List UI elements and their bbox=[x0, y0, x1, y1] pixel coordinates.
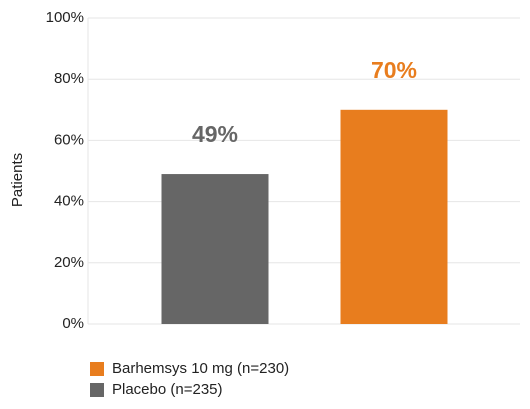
y-tick-label: 40% bbox=[54, 193, 84, 210]
legend-swatch bbox=[90, 383, 104, 397]
legend-label: Placebo (n=235) bbox=[112, 381, 223, 398]
value-label: 70% bbox=[371, 57, 417, 83]
y-tick-label: 60% bbox=[54, 131, 84, 148]
y-axis-label: Patients bbox=[9, 153, 26, 207]
y-tick-label: 100% bbox=[46, 9, 84, 26]
legend-swatch bbox=[90, 362, 104, 376]
bar bbox=[161, 174, 269, 324]
y-tick-label: 80% bbox=[54, 70, 84, 87]
value-label: 49% bbox=[192, 121, 238, 147]
legend-label: Barhemsys 10 mg (n=230) bbox=[112, 360, 289, 377]
bar bbox=[340, 109, 448, 324]
y-tick-label: 20% bbox=[54, 254, 84, 271]
y-tick-label: 0% bbox=[62, 315, 84, 332]
